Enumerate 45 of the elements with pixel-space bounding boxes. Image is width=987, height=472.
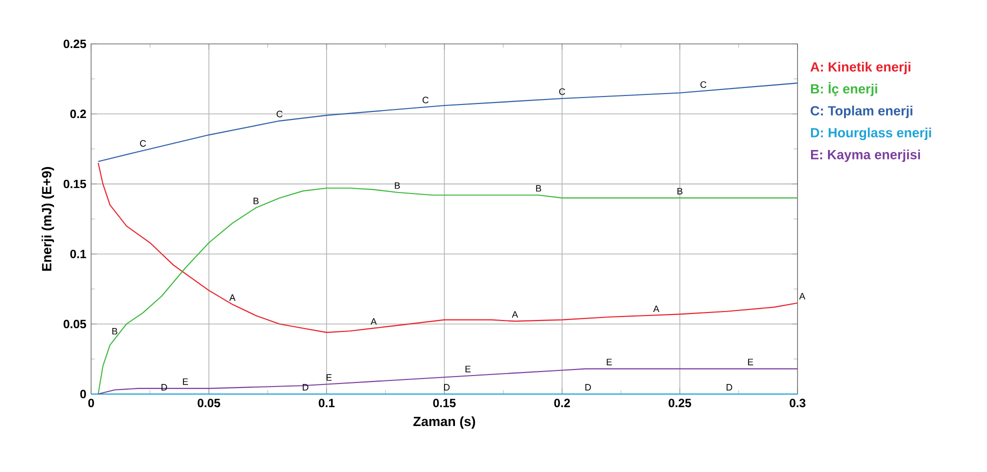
x-tick-label: 0.25 bbox=[668, 398, 692, 408]
annotation: A bbox=[653, 305, 660, 312]
y-tick-label: 0.25 bbox=[64, 39, 86, 48]
annotation: B bbox=[112, 328, 118, 334]
y-tick-label: 0.15 bbox=[64, 180, 86, 188]
annotation: E bbox=[182, 378, 188, 385]
annotation: D bbox=[444, 384, 450, 390]
annotation: A bbox=[229, 294, 236, 301]
annotation: B bbox=[254, 198, 259, 204]
y-axis-title: Enerji (mJ) (E+9) bbox=[42, 166, 54, 271]
line-series bbox=[98, 82, 798, 162]
annotation: B bbox=[536, 185, 542, 192]
text: D: Hourglass enerji bbox=[811, 127, 932, 140]
annotation: C bbox=[140, 140, 146, 147]
x-tick-label: 0.1 bbox=[318, 398, 335, 408]
annotation: D bbox=[585, 384, 591, 390]
x-tick-label: 0.15 bbox=[433, 398, 456, 408]
text: B: İç enerji bbox=[811, 82, 878, 96]
x-tick-label: 0 bbox=[88, 398, 94, 408]
line-series bbox=[98, 162, 798, 333]
annotation: C bbox=[422, 96, 429, 104]
y-tick-label: 0.2 bbox=[70, 110, 86, 118]
x-tick-label: 0.2 bbox=[554, 398, 570, 408]
annotation: A bbox=[370, 318, 377, 324]
x-axis-title: Zaman (s) bbox=[413, 416, 476, 429]
annotation: E bbox=[466, 366, 471, 372]
annotation: B bbox=[677, 188, 682, 194]
x-tick-label: 0.3 bbox=[790, 398, 806, 408]
annotation: D bbox=[726, 384, 732, 390]
annotation: B bbox=[394, 182, 400, 189]
x-tick-label: 0.05 bbox=[198, 398, 220, 408]
annotation: C bbox=[276, 110, 283, 118]
text: A: Kinetik enerji bbox=[810, 62, 910, 74]
y-tick-label: 0.05 bbox=[64, 320, 86, 328]
annotation: C bbox=[559, 88, 566, 95]
annotation: E bbox=[748, 358, 754, 366]
text: E: Kayma enerjisi bbox=[811, 149, 920, 162]
annotation: A bbox=[799, 292, 806, 300]
annotation: A bbox=[512, 311, 518, 318]
annotation: E bbox=[606, 358, 612, 366]
annotation: C bbox=[700, 81, 706, 88]
y-tick-label: 0 bbox=[80, 390, 86, 398]
annotation: E bbox=[326, 374, 332, 380]
y-tick-label: 0.1 bbox=[70, 250, 86, 258]
series-label: C: Toplam enerji bbox=[810, 106, 912, 118]
